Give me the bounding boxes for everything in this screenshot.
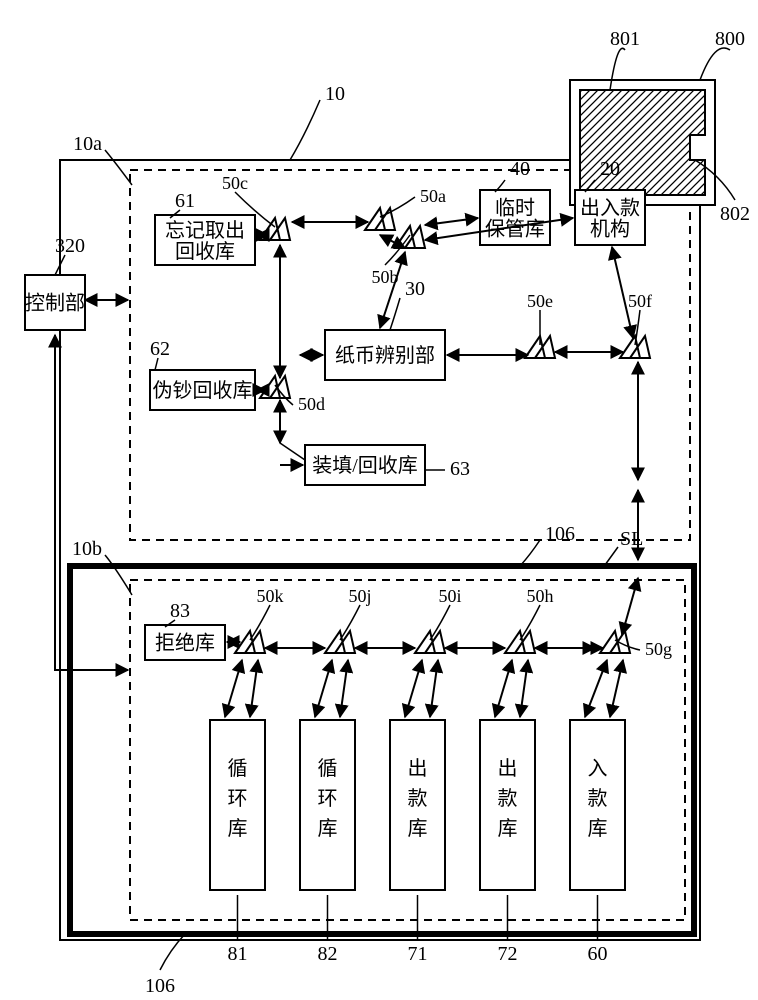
svg-text:50g: 50g <box>645 639 672 659</box>
svg-text:款: 款 <box>588 787 608 810</box>
svg-text:款: 款 <box>498 787 518 810</box>
svg-text:50i: 50i <box>438 586 461 606</box>
svg-text:72: 72 <box>498 943 518 965</box>
svg-text:50c: 50c <box>222 173 248 193</box>
svg-text:款: 款 <box>408 787 428 810</box>
svg-text:控制部: 控制部 <box>25 292 85 315</box>
svg-text:出入款: 出入款 <box>580 197 640 220</box>
svg-text:10b: 10b <box>72 538 102 560</box>
svg-text:50h: 50h <box>527 586 554 606</box>
svg-text:320: 320 <box>55 235 85 257</box>
diagram-canvas: 10 106 106 10a 10b 800 801 802 控制部 忘记取出回收库伪钞回收库 纸币… <box>0 0 758 1000</box>
svg-text:循: 循 <box>228 757 248 780</box>
svg-text:伪钞回收库: 伪钞回收库 <box>153 379 253 402</box>
svg-text:50k: 50k <box>257 586 284 606</box>
svg-text:SL: SL <box>620 528 643 550</box>
svg-text:忘记取出: 忘记取出 <box>165 219 245 242</box>
svg-text:50j: 50j <box>348 586 371 606</box>
svg-text:63: 63 <box>450 458 470 480</box>
svg-text:10: 10 <box>325 83 345 105</box>
svg-text:60: 60 <box>588 943 608 965</box>
svg-text:50e: 50e <box>527 291 553 311</box>
svg-text:106: 106 <box>545 523 575 545</box>
svg-text:拒绝库: 拒绝库 <box>155 632 215 655</box>
svg-text:出: 出 <box>498 757 518 780</box>
svg-text:循: 循 <box>318 757 338 780</box>
svg-text:20: 20 <box>600 158 620 180</box>
svg-text:库: 库 <box>318 817 338 840</box>
svg-text:71: 71 <box>408 943 428 965</box>
svg-text:环: 环 <box>228 788 248 810</box>
svg-text:61: 61 <box>175 190 195 212</box>
svg-text:802: 802 <box>720 203 750 225</box>
svg-text:800: 800 <box>715 28 745 50</box>
svg-text:入: 入 <box>588 758 608 780</box>
svg-text:库: 库 <box>588 817 608 840</box>
svg-text:50d: 50d <box>298 394 325 414</box>
svg-text:纸币辨别部: 纸币辨别部 <box>335 344 435 367</box>
svg-text:62: 62 <box>150 338 170 360</box>
svg-text:83: 83 <box>170 600 190 622</box>
svg-text:801: 801 <box>610 28 640 50</box>
svg-text:50a: 50a <box>420 186 446 206</box>
svg-text:50f: 50f <box>628 291 652 311</box>
svg-text:106: 106 <box>145 975 175 997</box>
svg-text:81: 81 <box>228 943 248 965</box>
svg-text:40: 40 <box>510 158 530 180</box>
svg-text:环: 环 <box>318 788 338 810</box>
svg-text:库: 库 <box>408 817 428 840</box>
svg-text:库: 库 <box>498 817 518 840</box>
svg-text:出: 出 <box>408 757 428 780</box>
svg-text:库: 库 <box>228 817 248 840</box>
svg-text:10a: 10a <box>73 133 102 155</box>
svg-text:临时: 临时 <box>495 197 535 220</box>
svg-text:回收库: 回收库 <box>175 240 235 263</box>
svg-text:机构: 机构 <box>590 218 630 241</box>
svg-text:82: 82 <box>318 943 338 965</box>
svg-text:30: 30 <box>405 278 425 300</box>
svg-text:装填/回收库: 装填/回收库 <box>312 454 418 477</box>
